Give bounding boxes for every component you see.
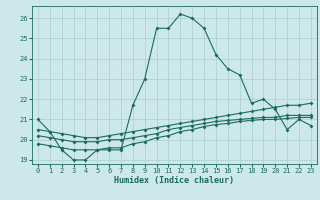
X-axis label: Humidex (Indice chaleur): Humidex (Indice chaleur) xyxy=(115,176,234,185)
